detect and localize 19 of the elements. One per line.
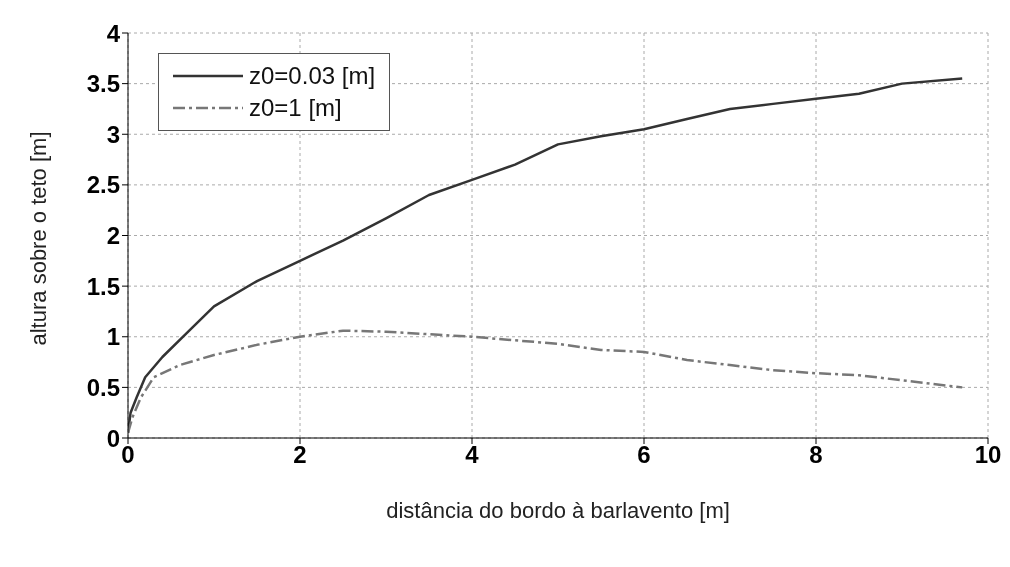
y-tick-label: 4 xyxy=(106,19,121,47)
y-tick-label: 0.5 xyxy=(86,373,120,401)
y-tick-label: 1 xyxy=(106,323,120,351)
y-axis-title: altura sobre o teto [m] xyxy=(25,131,51,346)
y-tick-label: 3 xyxy=(106,120,120,148)
legend-label: z0=0.03 [m] xyxy=(249,62,376,90)
legend-label: z0=1 [m] xyxy=(249,94,342,122)
x-tick-label: 6 xyxy=(637,441,651,469)
x-tick-label: 4 xyxy=(465,441,480,469)
x-tick-label: 8 xyxy=(809,441,823,469)
line-series xyxy=(128,329,964,435)
y-tick-label: 2 xyxy=(106,222,120,250)
y-tick-label: 3.5 xyxy=(86,70,120,98)
y-tick-label: 1.5 xyxy=(86,272,120,300)
y-tick-label: 2.5 xyxy=(86,171,120,199)
y-tick-label: 0 xyxy=(106,424,120,452)
x-tick-label: 10 xyxy=(974,441,1002,469)
x-axis-title: distância do bordo à barlavento [m] xyxy=(386,498,730,523)
x-tick-label: 2 xyxy=(293,441,307,469)
